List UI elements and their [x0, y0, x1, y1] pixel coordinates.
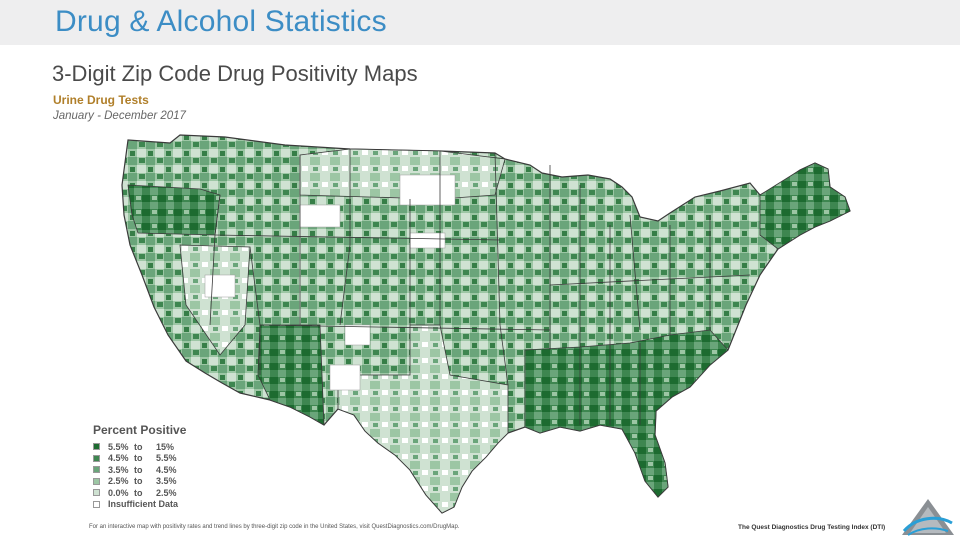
legend-item: 5.5% to 15% [93, 441, 293, 453]
region-texas [337, 324, 509, 514]
legend-item: 4.5% to 5.5% [93, 453, 293, 465]
legend-from: 4.5% [108, 453, 129, 464]
legend-to: 3.5% [156, 476, 177, 487]
slide-title: Drug & Alcohol Statistics [55, 5, 387, 38]
legend-to-word: to [134, 464, 143, 475]
legend-to: 4.5% [156, 464, 177, 475]
nodata-wyoming [299, 204, 341, 228]
legend-swatch [93, 443, 100, 451]
legend-item: 0.0% to 2.5% [93, 487, 293, 499]
legend-to: 5.5% [156, 453, 177, 464]
region-new-england [759, 162, 851, 250]
legend-from: 0.0% [108, 487, 129, 498]
region-arizona [257, 324, 325, 426]
legend-to: 15% [156, 441, 175, 452]
legend-to-word: to [134, 476, 143, 487]
legend-to-word: to [134, 441, 143, 452]
legend-item: 2.5% to 3.5% [93, 476, 293, 488]
footnote: For an interactive map with positivity r… [89, 524, 460, 530]
state-borders [209, 149, 751, 425]
region-oregon [127, 184, 221, 236]
map-subheading: Urine Drug Tests [53, 93, 149, 107]
legend-title: Percent Positive [93, 423, 187, 437]
legend-to-word: to [134, 453, 143, 464]
map-legend: Percent Positive 5.5% to 15% 4.5% to 5.5… [93, 423, 293, 510]
region-southeast [524, 329, 729, 498]
map-heading: 3-Digit Zip Code Drug Positivity Maps [52, 61, 418, 86]
legend-to: 2.5% [156, 487, 177, 498]
legend-swatch [93, 466, 100, 474]
title-bar: Drug & Alcohol Statistics [0, 0, 960, 45]
legend-swatch [93, 477, 100, 485]
nodata-new-mexico [344, 324, 371, 346]
region-nevada [179, 244, 251, 356]
legend-from: 3.5% [108, 464, 129, 475]
legend-from: 2.5% [108, 476, 129, 487]
legend-to-word: to [134, 487, 143, 498]
legend-item: 3.5% to 4.5% [93, 464, 293, 476]
legend-from: 5.5% [108, 441, 129, 452]
nodata-nevada [204, 274, 236, 298]
nodata-north-dakota [399, 174, 456, 206]
legend-swatch [93, 454, 100, 462]
legend-item: Insufficient Data [93, 499, 293, 511]
source-credit: The Quest Diagnostics Drug Testing Index… [738, 524, 886, 531]
legend-swatch [93, 489, 100, 497]
us-drug-positivity-map [121, 134, 851, 514]
map-period: January - December 2017 [53, 110, 186, 122]
legend-swatch [93, 500, 100, 508]
nodata-arizona-south [329, 364, 361, 391]
legend-label: Insufficient Data [108, 499, 179, 510]
quest-logo-icon [902, 499, 954, 536]
